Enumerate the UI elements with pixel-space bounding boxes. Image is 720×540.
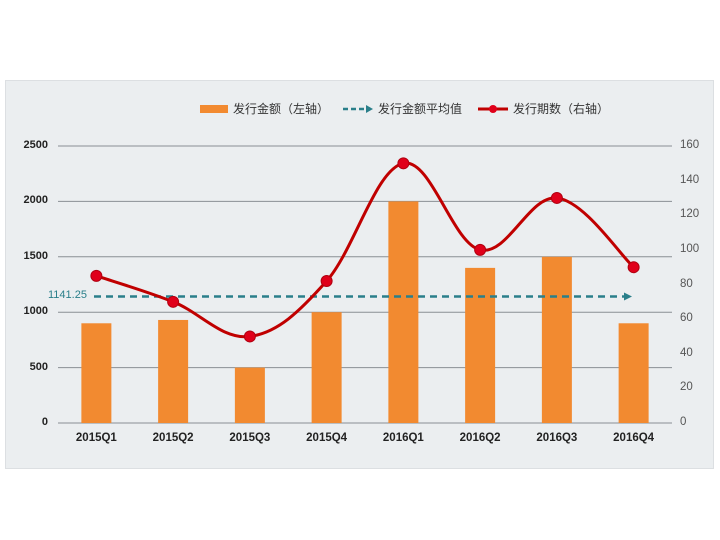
- bar[interactable]: [158, 319, 189, 423]
- left-axis-tick: 1000: [23, 305, 48, 318]
- line-marker[interactable]: [474, 243, 487, 256]
- left-axis-tick: 0: [41, 416, 48, 428]
- line-series: [90, 157, 640, 343]
- line-marker[interactable]: [167, 295, 180, 308]
- bar[interactable]: [541, 256, 572, 423]
- bar[interactable]: [81, 323, 112, 423]
- line-marker-swatch-icon: [478, 104, 508, 113]
- x-axis-tick: 2016Q3: [536, 432, 578, 444]
- average-value-label: 1141.25: [48, 288, 87, 301]
- bar[interactable]: [234, 367, 265, 423]
- right-axis-tick: 40: [680, 346, 693, 359]
- left-axis-tick: 2000: [23, 194, 48, 207]
- gridlines: [58, 145, 672, 424]
- right-axis-tick: 80: [680, 277, 693, 290]
- right-axis-tick: 60: [680, 312, 693, 325]
- x-axis-tick: 2015Q4: [306, 432, 348, 444]
- right-axis-tick: 0: [680, 416, 687, 428]
- right-axis-tick: 120: [680, 208, 700, 221]
- right-axis-tick: 20: [680, 381, 693, 394]
- x-axis-tick: 2016Q4: [613, 432, 655, 444]
- legend-line-label: 发行期数（右轴）: [513, 102, 610, 116]
- x-axis-tick: 2015Q3: [229, 432, 271, 444]
- x-axis-tick: 2015Q1: [75, 432, 117, 444]
- dashed-arrow-swatch-icon: [343, 104, 373, 113]
- average-line: [94, 292, 632, 301]
- x-axis-tick: 2016Q2: [459, 432, 501, 444]
- bar[interactable]: [465, 267, 496, 423]
- line-marker[interactable]: [243, 330, 256, 343]
- chart-legend: 发行金额（左轴） 发行金额平均值 发行期数（右轴）: [0, 100, 720, 116]
- line-marker[interactable]: [550, 191, 563, 204]
- legend-item-average[interactable]: 发行金额平均值: [343, 100, 462, 117]
- bar-swatch-icon: [200, 104, 228, 113]
- bar[interactable]: [618, 323, 649, 423]
- x-axis-tick: 2015Q2: [152, 432, 194, 444]
- left-axis-tick: 2500: [23, 139, 48, 151]
- line-marker[interactable]: [397, 157, 410, 170]
- right-axis-tick: 140: [680, 173, 700, 186]
- legend-bar-label: 发行金额（左轴）: [233, 102, 330, 116]
- bar[interactable]: [388, 201, 419, 423]
- line-marker[interactable]: [320, 275, 333, 288]
- bar-series: [81, 201, 649, 423]
- left-axis-tick: 500: [29, 360, 48, 373]
- right-axis-tick: 100: [680, 242, 700, 255]
- line-marker[interactable]: [627, 261, 640, 274]
- bar[interactable]: [311, 312, 342, 423]
- chart-panel: [5, 80, 714, 469]
- line-marker[interactable]: [90, 269, 103, 282]
- legend-item-line[interactable]: 发行期数（右轴）: [478, 100, 609, 117]
- legend-average-label: 发行金额平均值: [378, 102, 463, 116]
- x-axis-tick: 2016Q1: [382, 432, 424, 444]
- legend-item-bar[interactable]: 发行金额（左轴）: [200, 100, 329, 117]
- left-axis-tick: 1500: [23, 249, 48, 262]
- right-axis-tick: 160: [680, 139, 700, 151]
